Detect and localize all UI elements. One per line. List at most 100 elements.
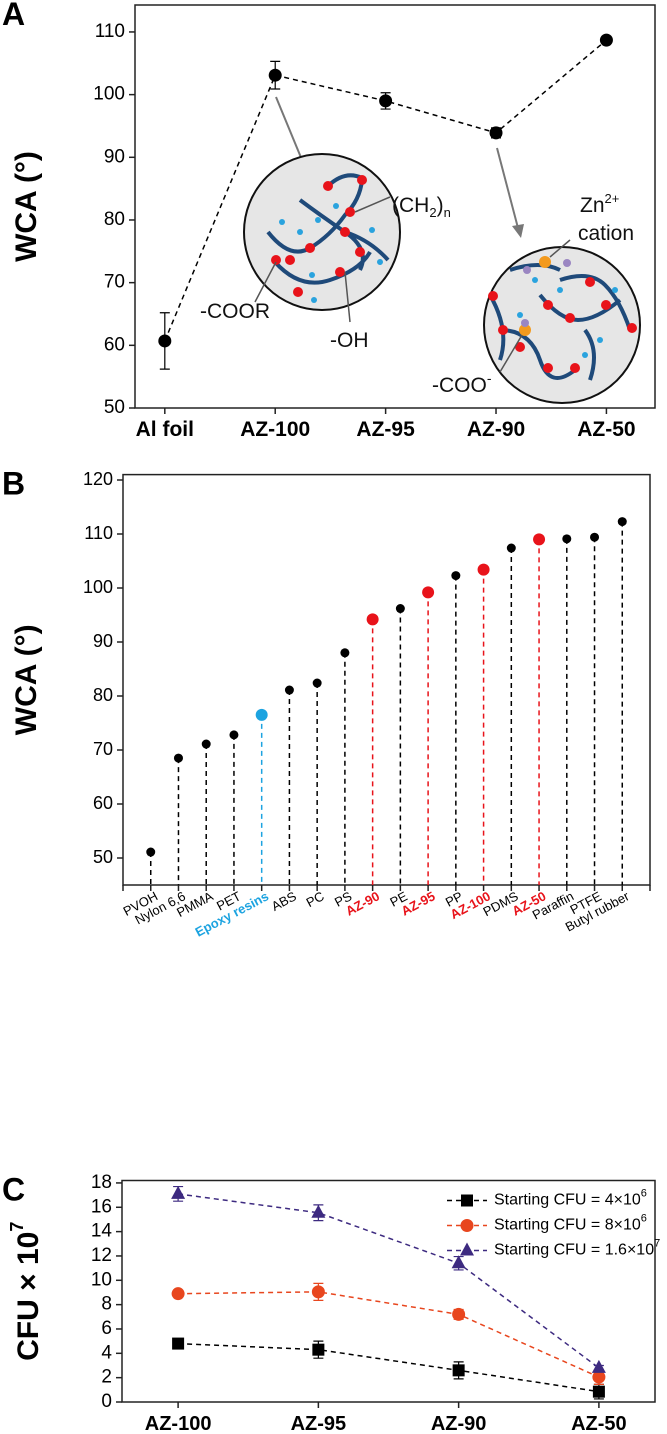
y-label-text: WCA (°): [10, 151, 43, 262]
x-tick-label: AZ-90: [467, 418, 525, 441]
x-tick-label: ABS: [269, 888, 299, 914]
marker: [171, 1185, 186, 1199]
x-tick-label: PS: [332, 888, 355, 910]
x-tick-label: AZ-50: [571, 1413, 627, 1434]
y-tick-label: 90: [93, 631, 113, 651]
y-axis-label: WCA (°): [10, 151, 43, 262]
dots: [279, 203, 383, 303]
annotation: Zn2+: [580, 191, 619, 217]
marker: [451, 1255, 466, 1269]
marker: [452, 1364, 465, 1377]
point: [451, 571, 461, 581]
point: [617, 517, 627, 527]
zn-ions: [519, 256, 571, 336]
series: Starting CFU = 4×106: [172, 1187, 647, 1400]
y-tick-label: 70: [93, 739, 113, 759]
inset-labels: (CH2)n -COOR -OH Zn2+ cation -COO-: [200, 191, 634, 397]
ann-part: (CH: [392, 194, 429, 217]
panel-label: B: [2, 466, 25, 502]
annotation: cation: [578, 222, 634, 245]
legend-sup: 6: [641, 1187, 647, 1199]
point: [590, 532, 600, 542]
x-tick-label: AZ-100: [240, 418, 310, 441]
series: Starting CFU = 8×106: [171, 1212, 647, 1385]
y-tick-label: 120: [83, 469, 113, 489]
y-tick-label: 100: [93, 84, 125, 105]
leader: [344, 271, 351, 323]
x-tick-label: AZ-95: [356, 418, 415, 441]
point: [506, 543, 516, 553]
legend-text: Starting CFU = 4×10: [494, 1192, 641, 1209]
x-tick-label: AZ-90: [431, 1413, 487, 1434]
point: [255, 708, 268, 721]
ann-part: Zn: [580, 194, 605, 217]
axes: 50 60 70 80 90 100 110 A WCA (°) Al foil AZ-100 AZ-…: [2, 0, 656, 441]
ann-part: -COO: [432, 374, 487, 397]
legend-sup: 7: [654, 1237, 660, 1249]
point: [284, 685, 294, 695]
axes: 0 2 4 6 8 10 12 14 16 18 C CFU × 107 AZ-100 AZ-95 AZ-9…: [2, 1172, 656, 1434]
legend-text: Starting CFU = 8×10: [494, 1217, 641, 1234]
legend-marker: [461, 1194, 473, 1207]
legend-text: Starting CFU = 1.6×10: [494, 1242, 654, 1259]
y-tick-label: 8: [101, 1294, 112, 1315]
ann-sup: -: [487, 370, 492, 386]
arrow: [496, 147, 519, 229]
annotation: -COOR: [200, 300, 270, 323]
series: Starting CFU = 1.6×107: [171, 1185, 660, 1373]
y-tick-label: 50: [104, 397, 125, 418]
y-label-text: WCA (°): [10, 624, 43, 735]
legend-marker: [460, 1242, 474, 1256]
y-tick-label: 60: [104, 334, 125, 355]
y-tick-label: 4: [101, 1342, 112, 1363]
marker: [599, 33, 613, 47]
point: [173, 753, 183, 763]
x-tick-label: PP: [443, 888, 465, 909]
x-tick-label: Al foil: [136, 418, 194, 441]
marker: [312, 1343, 325, 1356]
x-tick-label: AZ-50: [577, 418, 635, 441]
panel-label: C: [2, 1172, 25, 1208]
annotation: -COO-: [432, 370, 492, 397]
x-tick-label: PE: [387, 888, 410, 910]
x-tick-label: AZ-95: [291, 1413, 347, 1434]
marker: [172, 1337, 185, 1350]
leader: [354, 196, 391, 213]
y-tick-label: 80: [104, 209, 125, 230]
y-tick-label: 110: [84, 523, 113, 543]
y-label-text: CFU × 10: [12, 1232, 45, 1361]
y-tick-label: 6: [101, 1318, 112, 1339]
annotation: (CH2)n: [392, 194, 451, 220]
plot-frame: [121, 1179, 656, 1403]
ann-sub: n: [444, 205, 451, 220]
legend-marker: [460, 1219, 474, 1232]
ann-sup: 2+: [605, 191, 620, 206]
y-tick-label: 12: [91, 1245, 112, 1266]
ann-sub: 2: [429, 205, 436, 220]
dots: [488, 277, 637, 373]
legend-sup: 6: [641, 1212, 647, 1224]
x-tick-label: AZ-100: [145, 1413, 212, 1434]
series: [158, 33, 613, 370]
point: [229, 730, 239, 740]
series-line: [178, 1342, 600, 1393]
dots: [517, 277, 618, 358]
marker: [591, 1359, 606, 1373]
y-tick-label: 16: [91, 1196, 112, 1217]
ann-part: ): [437, 194, 444, 217]
inset-circle: [483, 246, 641, 404]
y-tick-label: 70: [104, 272, 125, 293]
y-tick-label: 2: [101, 1367, 112, 1388]
y-tick-label: 14: [91, 1221, 113, 1242]
series-line: [178, 1193, 600, 1369]
point: [395, 604, 405, 614]
panel-label: A: [2, 0, 25, 32]
series-line: [178, 1291, 600, 1378]
inset-diagrams: [243, 96, 641, 404]
marker: [379, 94, 393, 108]
point: [562, 534, 572, 544]
legend-label: Starting CFU = 8×106: [494, 1212, 647, 1233]
y-tick-label: 18: [91, 1172, 112, 1193]
leader: [549, 239, 571, 258]
point: [422, 586, 435, 599]
